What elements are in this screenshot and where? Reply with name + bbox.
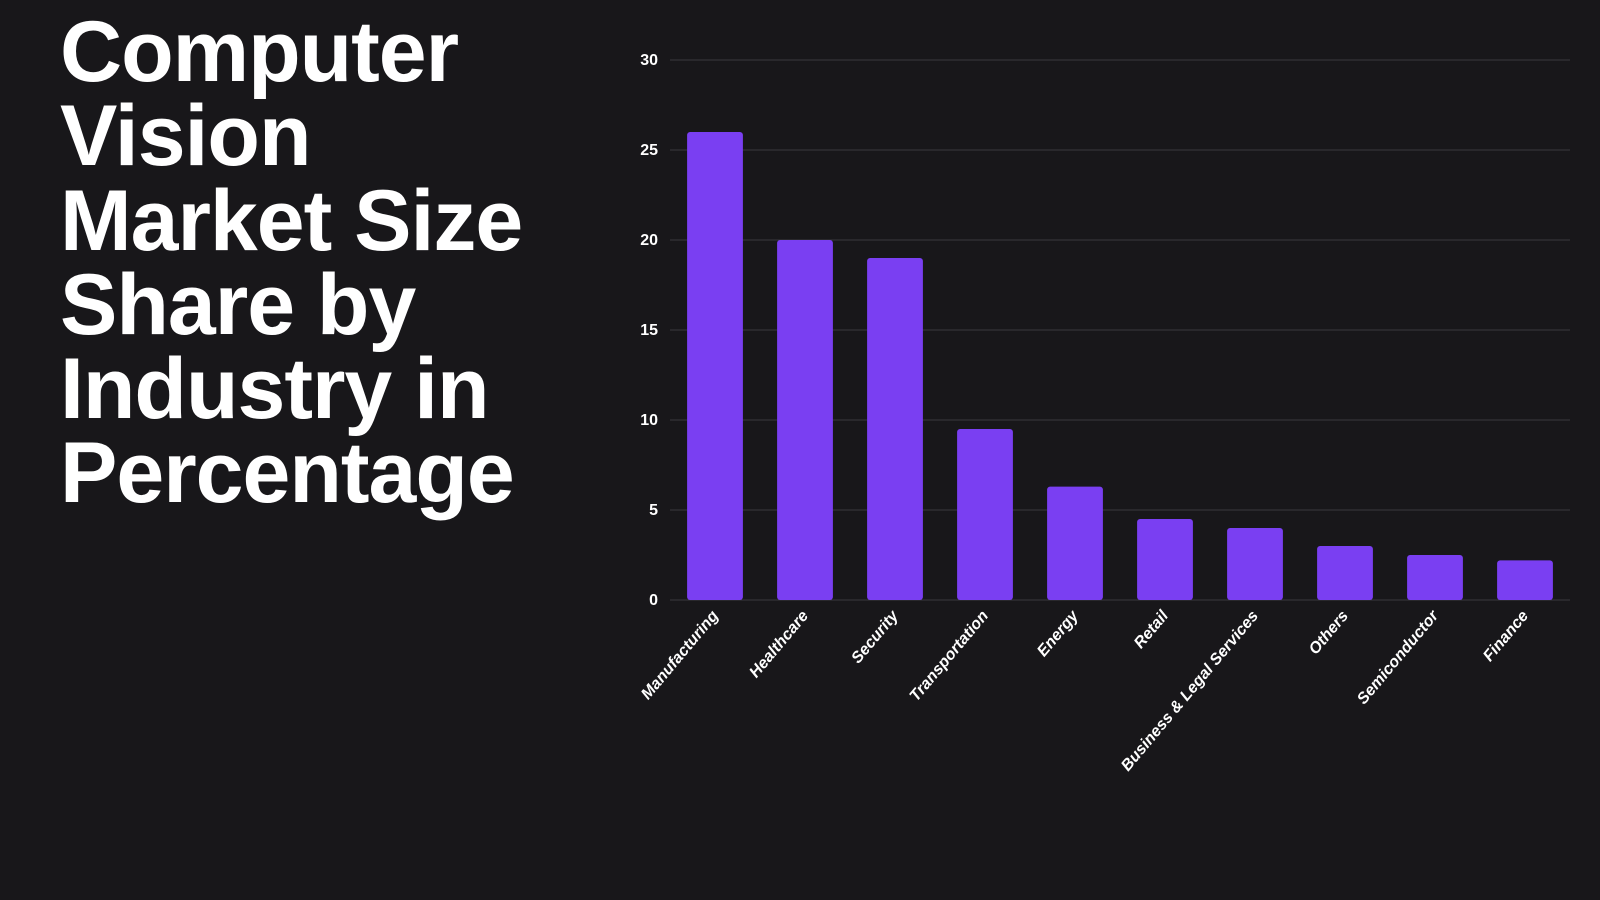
- category-label: Others: [1306, 608, 1352, 659]
- bar: [687, 132, 743, 600]
- y-tick-label: 15: [640, 322, 658, 339]
- y-tick-label: 10: [640, 412, 658, 429]
- category-label: Retail: [1131, 607, 1172, 652]
- y-tick-label: 25: [640, 142, 658, 159]
- category-label: Finance: [1480, 608, 1532, 665]
- category-label: Semiconductor: [1354, 607, 1442, 708]
- category-label: Security: [848, 607, 902, 667]
- bar: [1497, 560, 1553, 600]
- bar: [777, 240, 833, 600]
- bar: [957, 429, 1013, 600]
- y-tick-label: 5: [649, 502, 658, 519]
- y-tick-label: 0: [649, 592, 658, 609]
- bar: [867, 258, 923, 600]
- category-label: Transportation: [907, 607, 993, 704]
- bar: [1137, 519, 1193, 600]
- chart-area: 0 5 10 15 20 25 30 Manufacturing Healthcare Secur…: [600, 0, 1600, 900]
- title-block: Computer Vision Market Size Share by Ind…: [0, 0, 600, 516]
- page-title: Computer Vision Market Size Share by Ind…: [60, 10, 600, 516]
- y-tick-label: 20: [640, 232, 658, 249]
- bar: [1047, 487, 1103, 600]
- category-label: Energy: [1034, 607, 1083, 660]
- category-label: Healthcare: [746, 608, 812, 682]
- bar-chart: 0 5 10 15 20 25 30 Manufacturing Healthcare Secur…: [600, 0, 1600, 900]
- bar: [1317, 546, 1373, 600]
- bar: [1227, 528, 1283, 600]
- bar: [1407, 555, 1463, 600]
- y-tick-label: 30: [640, 52, 658, 69]
- category-label: Manufacturing: [638, 607, 722, 703]
